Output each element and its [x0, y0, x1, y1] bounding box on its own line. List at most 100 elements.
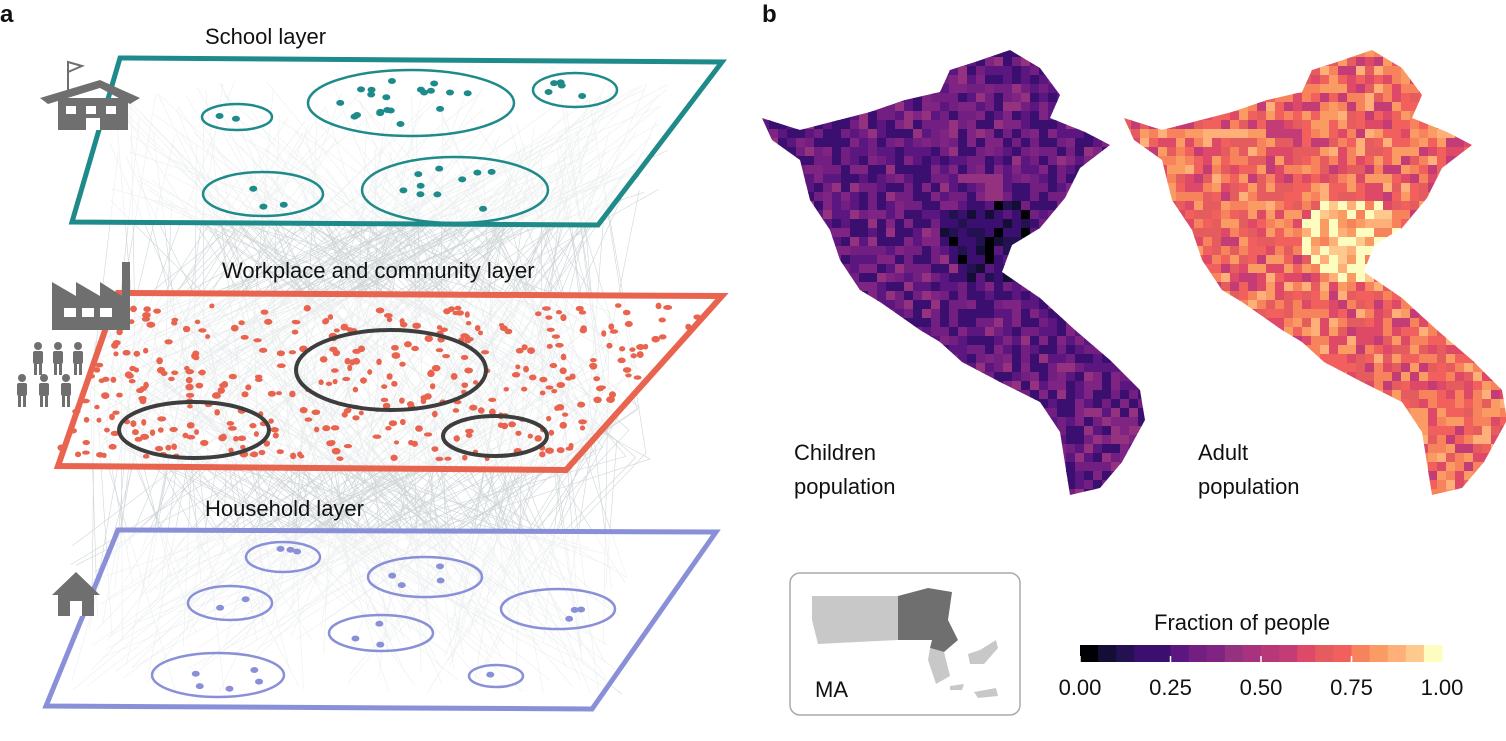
map-cell — [841, 93, 851, 103]
map-cell — [1257, 390, 1267, 400]
map-cell — [1293, 345, 1303, 355]
map-cell — [1176, 408, 1186, 418]
map-cell — [1093, 354, 1103, 364]
map-cell — [1131, 156, 1141, 166]
map-cell — [814, 381, 824, 391]
map-cell — [1320, 390, 1330, 400]
map-cell — [823, 354, 833, 364]
map-cell — [1194, 255, 1204, 265]
map-cell — [1428, 147, 1438, 157]
map-cell — [1066, 291, 1076, 301]
map-cell — [904, 111, 914, 121]
map-cell — [1093, 417, 1103, 427]
map-cell — [958, 309, 968, 319]
map-cell — [1003, 354, 1013, 364]
map-cell — [1030, 264, 1040, 274]
node — [288, 350, 297, 355]
map-cell — [1212, 66, 1222, 76]
node — [250, 667, 259, 674]
map-cell — [1347, 84, 1357, 94]
map-cell — [1230, 372, 1240, 382]
map-cell — [1275, 255, 1285, 265]
map-cell — [895, 66, 905, 76]
map-cell — [1158, 408, 1168, 418]
node — [286, 546, 295, 553]
map-cell — [1167, 183, 1177, 193]
map-cell — [1066, 147, 1076, 157]
map-cell — [1239, 336, 1249, 346]
node — [622, 367, 632, 373]
map-cell — [832, 327, 842, 337]
map-cell — [1392, 147, 1402, 157]
map-cell — [1248, 50, 1258, 58]
map-cell — [1149, 147, 1159, 157]
map-cell — [940, 318, 950, 328]
map-cell — [877, 354, 887, 364]
map-cell — [832, 354, 842, 364]
map-cell — [1140, 246, 1150, 256]
map-cell — [940, 129, 950, 139]
map-cell — [850, 84, 860, 94]
map-cell — [904, 93, 914, 103]
map-cell — [1248, 156, 1258, 166]
map-cell — [967, 480, 977, 490]
map-cell — [976, 291, 986, 301]
map-cell — [814, 138, 824, 148]
map-cell — [805, 50, 815, 58]
map-cell — [787, 183, 797, 193]
map-cell — [1311, 255, 1321, 265]
map-cell — [787, 102, 797, 112]
map-cell — [1365, 237, 1375, 247]
map-cell — [1140, 471, 1150, 481]
node — [465, 428, 474, 434]
map-cell — [994, 156, 1004, 166]
map-cell — [895, 291, 905, 301]
map-cell — [1084, 498, 1094, 508]
node — [358, 410, 364, 416]
map-cell — [994, 327, 1004, 337]
map-cell — [1401, 399, 1411, 409]
map-cell — [1284, 255, 1294, 265]
map-cell — [787, 300, 797, 310]
map-cell — [1203, 57, 1213, 67]
map-cell — [1374, 138, 1384, 148]
map-cell — [1338, 50, 1348, 58]
map-cell — [1075, 354, 1085, 364]
map-cell — [958, 336, 968, 346]
map-cell — [796, 50, 806, 58]
map-cell — [1284, 147, 1294, 157]
map-cell — [1176, 363, 1186, 373]
map-cell — [1140, 480, 1150, 490]
map-cell — [1347, 309, 1357, 319]
map-cell — [1194, 129, 1204, 139]
map-cell — [1149, 444, 1159, 454]
map-cell — [1138, 246, 1145, 256]
map-cell — [1185, 138, 1195, 148]
map-cell — [1374, 183, 1384, 193]
map-cell — [1203, 390, 1213, 400]
map-cell — [850, 111, 860, 121]
map-cell — [832, 282, 842, 292]
map-cell — [1230, 327, 1240, 337]
map-cell — [1039, 111, 1049, 121]
map-cell — [1138, 237, 1145, 247]
map-cell — [958, 138, 968, 148]
map-cell — [1410, 210, 1420, 220]
map-cell — [1124, 84, 1132, 94]
map-cell — [769, 498, 779, 508]
map-cell — [1131, 372, 1141, 382]
map-cell — [1365, 273, 1375, 283]
node — [104, 427, 110, 433]
map-cell — [1320, 282, 1330, 292]
map-cell — [814, 300, 824, 310]
map-cell — [1138, 255, 1145, 265]
map-cell — [850, 219, 860, 229]
map-cell — [1338, 228, 1348, 238]
map-cell — [994, 201, 1004, 211]
map-cell — [1338, 291, 1348, 301]
map-cell — [1185, 480, 1195, 490]
map-cell — [1057, 372, 1067, 382]
map-cell — [859, 354, 869, 364]
map-cell — [1203, 498, 1213, 508]
map-cell — [1230, 102, 1240, 112]
